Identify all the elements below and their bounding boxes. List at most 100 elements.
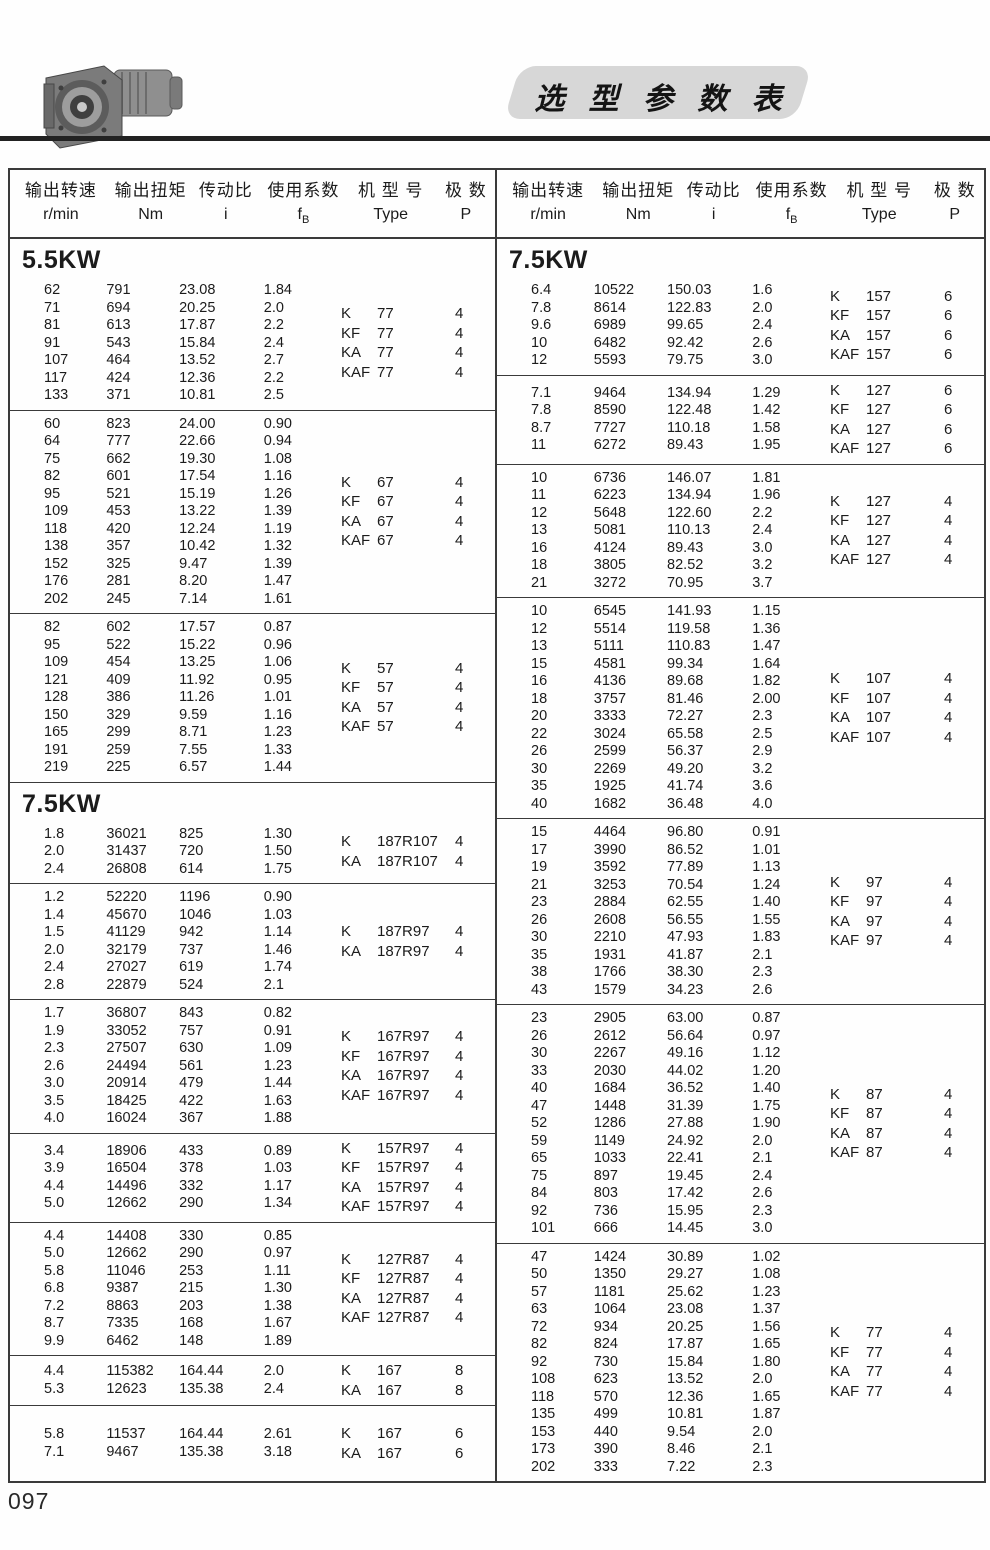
- type-row: KA 167 8: [341, 1381, 489, 1401]
- header-cell-poles: 极 数 P: [437, 178, 495, 232]
- torque-cell: 18425: [106, 1092, 147, 1109]
- pole-count: 4: [944, 1363, 953, 1381]
- pole-count: 6: [944, 287, 953, 305]
- pole-count: 4: [455, 512, 464, 530]
- type-model: 127: [866, 492, 892, 510]
- table-row: 3.5 18425 422 1.63: [44, 1093, 341, 1111]
- torque-cell: 730: [593, 1353, 618, 1370]
- type-row: KA 127 4: [830, 531, 978, 551]
- type-series: KAF: [830, 551, 860, 569]
- table-row: 138 357 10.42 1.32: [44, 538, 341, 556]
- type-model: 157: [866, 287, 892, 305]
- pole-count: 4: [455, 1270, 464, 1288]
- torque-cell: 245: [106, 590, 131, 607]
- service-factor-cell: 3.0: [752, 352, 773, 369]
- pole-count: 4: [455, 363, 464, 381]
- ratio-cell: 1046: [179, 906, 212, 923]
- type-list: K 97 4 KF 97 4 KA 97 4 KAF 97 4: [830, 824, 984, 999]
- torque-cell: 9387: [106, 1280, 139, 1297]
- type-model: 157: [866, 346, 892, 364]
- data-block: 5.8 11537 164.44 2.61 7.1 9467 135.38 3.18 K 167 6…: [10, 1406, 495, 1481]
- type-series: KAF: [830, 346, 860, 364]
- ratio-cell: 70.95: [667, 574, 704, 591]
- type-model: 97: [866, 873, 883, 891]
- speed-cell: 10: [531, 334, 548, 351]
- type-series: K: [341, 1139, 352, 1157]
- type-series: K: [341, 1425, 352, 1443]
- type-row: KA 77 4: [341, 343, 489, 363]
- pole-count: 4: [455, 532, 464, 550]
- torque-cell: 791: [106, 282, 131, 299]
- header-label-cn: 传动比: [686, 181, 741, 200]
- table-row: 2.4 26808 614 1.75: [44, 861, 341, 879]
- speed-cell: 2.6: [44, 1057, 65, 1074]
- type-series: KA: [341, 1444, 362, 1462]
- type-series: K: [341, 1250, 352, 1268]
- type-row: KA 187R107 4: [341, 852, 489, 872]
- torque-cell: 1766: [593, 964, 627, 981]
- type-model: 77: [866, 1382, 883, 1400]
- type-series: K: [341, 659, 352, 677]
- pole-count: 4: [455, 698, 464, 716]
- header-label-cn: 机 型 号: [357, 181, 424, 200]
- torque-cell: 14496: [106, 1177, 147, 1194]
- service-factor-cell: 2.2: [263, 317, 284, 334]
- service-factor-cell: 2.3: [752, 708, 773, 725]
- header-label-cn: 输出转速: [512, 181, 585, 200]
- service-factor-cell: 1.88: [263, 1110, 292, 1127]
- service-factor-cell: 1.46: [263, 941, 292, 958]
- speed-cell: 109: [44, 654, 69, 671]
- type-model: 77: [866, 1343, 883, 1361]
- type-list: K 167 8 KA 167 8: [341, 1361, 495, 1400]
- type-row: K 127 4: [830, 492, 978, 512]
- service-factor-cell: 1.39: [263, 555, 292, 572]
- header-cell-speed: 输出转速 r/min: [497, 178, 599, 232]
- type-model: 127R87: [377, 1309, 430, 1327]
- speed-cell: 5.8: [44, 1426, 65, 1443]
- service-factor-cell: 1.65: [752, 1336, 781, 1353]
- type-row: KA 127 6: [830, 420, 978, 440]
- ratio-cell: 22.66: [179, 433, 216, 450]
- service-factor-cell: 1.55: [752, 911, 781, 928]
- table-row: 35 1931 41.87 2.1: [531, 947, 830, 965]
- table-row: 50 1350 29.27 1.08: [531, 1266, 830, 1284]
- header-label-unit: Nm: [625, 206, 651, 223]
- table-row: 152 325 9.47 1.39: [44, 556, 341, 574]
- torque-cell: 329: [106, 706, 131, 723]
- header-label-cn: 传动比: [198, 181, 253, 200]
- speed-cell: 8.7: [44, 1315, 65, 1332]
- table-row: 64 777 22.66 0.94: [44, 433, 341, 451]
- speed-cell: 10: [531, 603, 548, 620]
- torque-cell: 6462: [106, 1332, 139, 1349]
- table-row: 2.3 27507 630 1.09: [44, 1040, 341, 1058]
- speed-cell: 1.2: [44, 889, 65, 906]
- type-model: 57: [377, 698, 394, 716]
- torque-cell: 2905: [593, 1010, 627, 1027]
- ratio-cell: 330: [179, 1227, 204, 1244]
- type-list: K 57 4 KF 57 4 KA 57 4 KAF 57 4: [341, 619, 495, 777]
- type-series: KAF: [830, 1144, 860, 1162]
- type-model: 157R97: [377, 1159, 430, 1177]
- type-row: KA 87 4: [830, 1124, 978, 1144]
- type-row: KA 77 4: [830, 1362, 978, 1382]
- service-factor-cell: 2.4: [263, 1380, 284, 1397]
- service-factor-cell: 1.89: [263, 1332, 292, 1349]
- ratio-cell: 19.45: [667, 1167, 704, 1184]
- header-label-cn: 使用系数: [267, 181, 340, 200]
- torque-cell: 1684: [593, 1080, 627, 1097]
- type-series: KA: [830, 1124, 851, 1142]
- speed-cell: 191: [44, 741, 69, 758]
- type-row: KF 127 4: [830, 511, 978, 531]
- data-block: 6.4 10522 150.03 1.6 7.8 8614 122.83 2.0 9.6 6989…: [497, 277, 984, 376]
- torque-cell: 14408: [106, 1227, 147, 1244]
- type-row: KAF 127 6: [830, 439, 978, 459]
- type-row: KAF 87 4: [830, 1143, 978, 1163]
- table-left-half: 输出转速 r/min 输出扭矩 Nm 传动比 i 使用系数 fB 机 型 号 Type 极 数 P 5…: [10, 170, 497, 1482]
- speed-cell: 21: [531, 574, 548, 591]
- ratio-cell: 79.75: [667, 352, 704, 369]
- ratio-cell: 81.46: [667, 690, 704, 707]
- speed-cell: 101: [531, 1220, 556, 1237]
- service-factor-cell: 1.36: [752, 620, 781, 637]
- type-row: K 67 4: [341, 473, 489, 493]
- type-model: 67: [377, 493, 394, 511]
